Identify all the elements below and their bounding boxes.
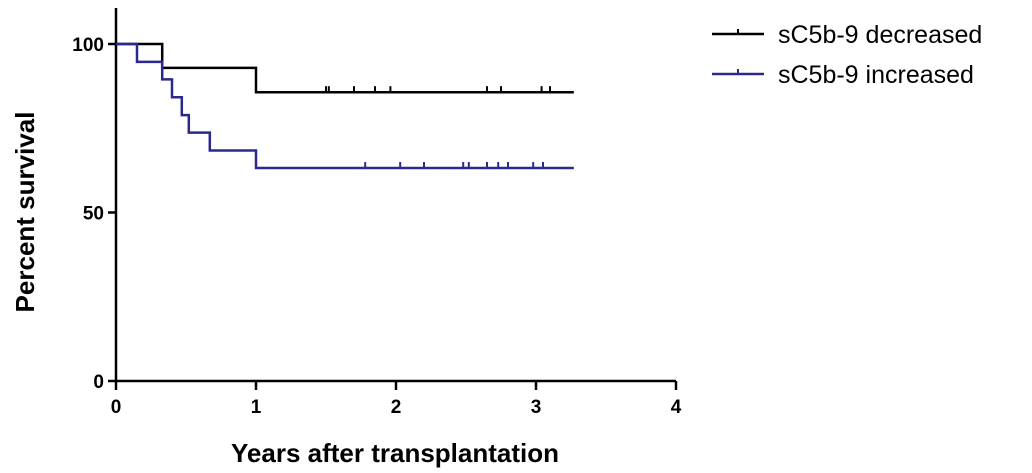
axes: 0 50 100 0 1 2 3 4 (72, 8, 682, 418)
x-tick-label: 0 (111, 397, 122, 418)
legend-label-decreased: sC5b-9 decreased (778, 21, 982, 49)
x-tick-label: 3 (531, 397, 542, 418)
x-tick-label: 4 (671, 397, 682, 418)
legend-item-increased: sC5b-9 increased (712, 61, 974, 89)
y-tick-label: 100 (72, 35, 104, 56)
x-axis-title: Years after transplantation (231, 438, 559, 468)
x-tick-label: 1 (251, 397, 262, 418)
series-layer (116, 42, 574, 170)
legend-label-increased: sC5b-9 increased (778, 61, 974, 89)
x-tick-label: 2 (391, 397, 402, 418)
series-line-0 (116, 42, 574, 94)
y-tick-label: 0 (93, 372, 104, 393)
series-line-1 (116, 42, 574, 170)
y-tick-label: 50 (83, 204, 104, 225)
y-axis-title: Percent survival (10, 112, 40, 313)
legend-item-decreased: sC5b-9 decreased (712, 21, 982, 49)
legend: sC5b-9 decreased sC5b-9 increased (712, 21, 982, 89)
